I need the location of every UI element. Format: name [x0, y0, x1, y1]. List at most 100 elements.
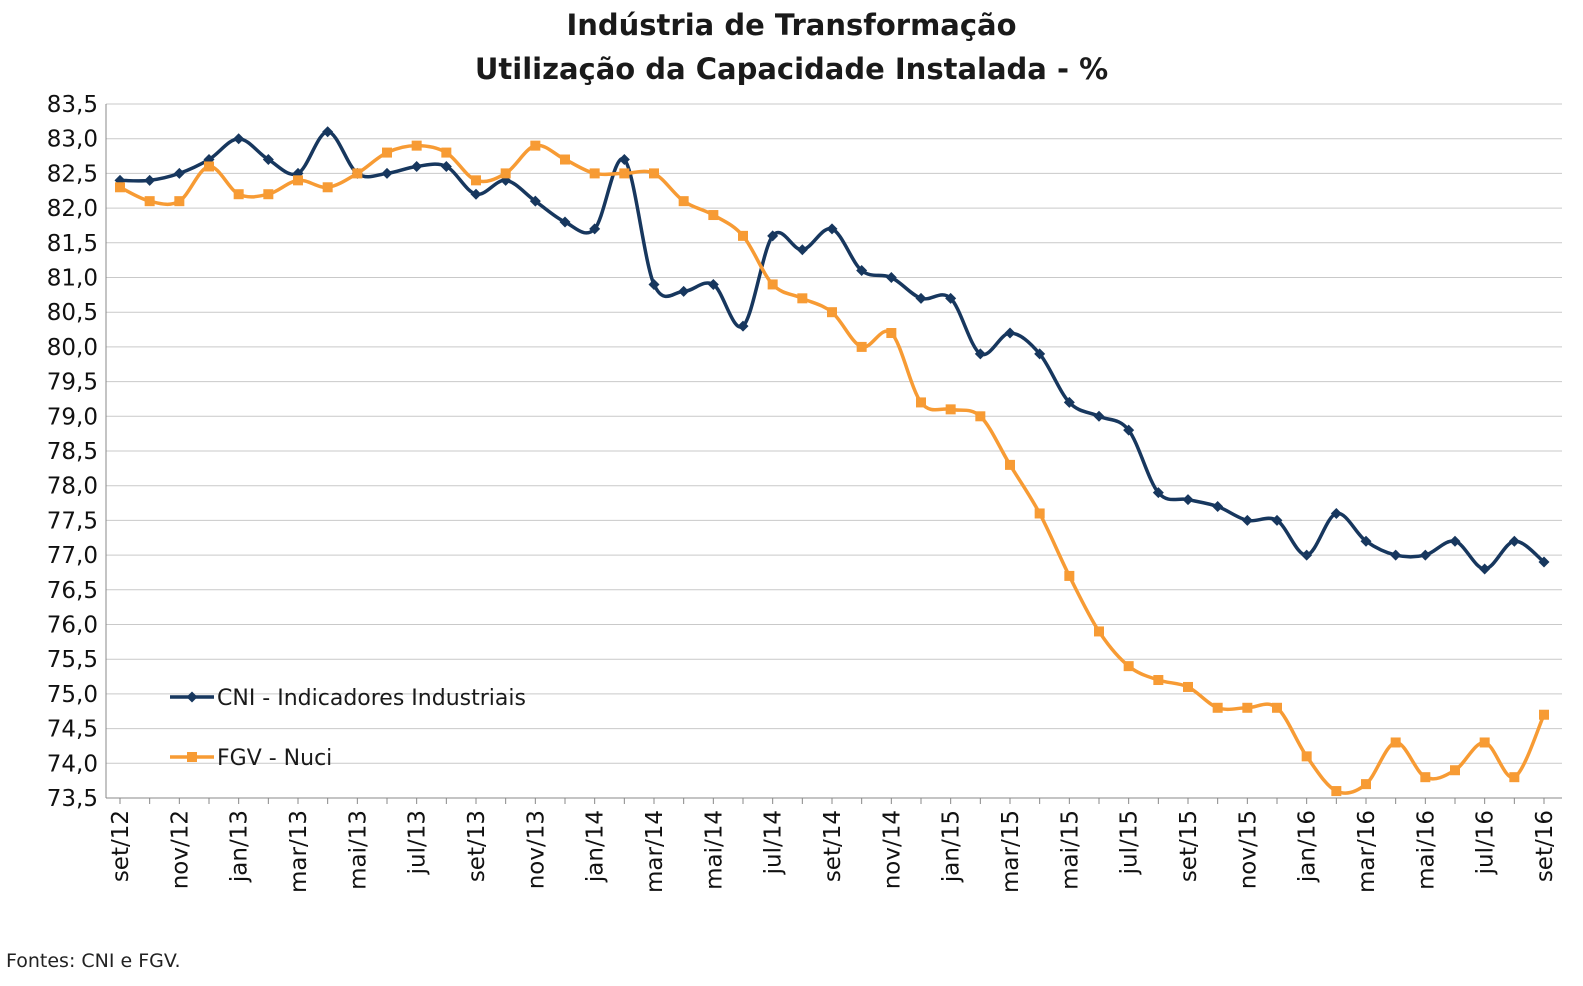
data-point-cni: [1508, 535, 1520, 547]
data-point-cni: [1034, 348, 1046, 360]
data-point-cni: [1093, 410, 1105, 422]
data-point-fgv: [1183, 681, 1193, 692]
x-tick-label: jul/15: [1117, 810, 1143, 875]
x-tick-label: nov/13: [523, 810, 549, 889]
data-point-cni: [885, 272, 897, 283]
data-point-cni: [144, 174, 156, 186]
data-point-cni: [1390, 549, 1402, 561]
data-point-cni: [1449, 535, 1461, 547]
y-tick-label: 79,5: [47, 370, 98, 396]
data-point-cni: [767, 230, 779, 242]
data-point-cni: [1212, 501, 1224, 513]
y-tick-label: 73,5: [47, 786, 98, 812]
y-tick-label: 81,5: [47, 231, 98, 257]
data-point-fgv: [115, 182, 125, 193]
x-tick-label: jan/16: [1295, 810, 1321, 883]
x-tick-label: nov/15: [1235, 810, 1261, 889]
data-point-cni: [1419, 549, 1431, 561]
data-point-fgv: [144, 196, 155, 207]
data-point-fgv: [619, 168, 630, 179]
data-point-cni: [707, 278, 719, 290]
y-tick-label: 74,0: [47, 751, 98, 777]
y-tick-label: 80,5: [47, 300, 98, 326]
series-lines: [114, 126, 1550, 797]
legend-label-cni: CNI - Indicadores Industriais: [217, 686, 526, 711]
data-point-fgv: [678, 196, 689, 207]
x-tick-label: nov/14: [879, 810, 905, 889]
data-point-cni: [618, 154, 630, 166]
data-point-fgv: [293, 175, 303, 186]
x-tick-label: set/12: [108, 810, 134, 882]
y-tick-label: 74,5: [47, 717, 98, 743]
line-chart: 73,5 74,0 74,5 75,0 75,5 76,0 76,5 77,0 77,5 78,0…: [47, 92, 1562, 893]
data-point-cni: [322, 126, 334, 138]
x-tick-label: mai/13: [345, 810, 371, 890]
y-tick-label: 81,0: [47, 266, 98, 292]
data-point-cni: [1538, 556, 1550, 568]
data-point-cni: [945, 292, 957, 304]
data-point-cni: [648, 278, 660, 290]
data-point-cni: [1301, 549, 1313, 561]
data-point-fgv: [1509, 772, 1520, 783]
data-point-fgv: [1450, 765, 1460, 776]
legend-label-fgv: FGV - Nuci: [217, 746, 332, 771]
y-tick-label: 75,5: [47, 647, 98, 673]
data-point-cni: [737, 320, 749, 332]
data-point-fgv: [916, 397, 926, 408]
x-tick-label: set/15: [1176, 810, 1202, 882]
y-tick-label: 76,5: [47, 578, 98, 604]
data-point-cni: [1123, 424, 1135, 436]
x-tick-label: nov/12: [167, 810, 193, 889]
data-point-fgv: [886, 328, 897, 339]
grid-lines: [106, 103, 1562, 799]
y-tick-label: 82,0: [47, 196, 98, 222]
y-tick-label: 82,5: [47, 161, 98, 187]
data-point-fgv: [649, 168, 659, 179]
y-tick-label: 78,5: [47, 439, 98, 465]
data-point-cni: [1241, 514, 1253, 526]
x-tick-label: jul/13: [405, 810, 431, 875]
legend-marker-cni: [186, 691, 198, 703]
data-point-fgv: [589, 168, 600, 179]
data-point-fgv: [856, 341, 867, 352]
data-point-cni: [440, 160, 452, 172]
y-tick-label: 75,0: [47, 682, 98, 708]
x-axis-tick-labels: set/12 nov/12 jan/13 mar/13 mai/13 jul/13 set/…: [108, 810, 1558, 893]
x-tick-label: jul/16: [1473, 810, 1499, 875]
data-point-cni: [233, 133, 245, 145]
data-point-fgv: [1242, 702, 1253, 713]
data-point-cni: [678, 285, 690, 297]
data-point-fgv: [738, 230, 748, 241]
y-tick-label: 77,5: [47, 508, 98, 534]
axes: [105, 104, 1562, 804]
data-point-fgv: [233, 189, 244, 200]
data-point-fgv: [1212, 702, 1223, 713]
data-point-fgv: [500, 168, 511, 179]
data-point-fgv: [1064, 570, 1075, 581]
x-tick-label: set/14: [820, 810, 846, 882]
data-point-fgv: [1301, 751, 1312, 762]
data-point-fgv: [1123, 661, 1134, 672]
data-point-cni: [1360, 535, 1372, 547]
data-point-fgv: [382, 147, 392, 158]
source-note: Fontes: CNI e FGV.: [6, 950, 181, 972]
data-point-fgv: [827, 307, 837, 318]
chart-title: Indústria de Transformação: [566, 8, 1017, 42]
data-point-fgv: [1094, 626, 1104, 637]
data-point-cni: [1182, 494, 1194, 506]
data-point-fgv: [797, 293, 808, 304]
chart-subtitle: Utilização da Capacidade Instalada - %: [474, 52, 1109, 86]
data-point-fgv: [1331, 786, 1342, 797]
y-tick-label: 78,0: [47, 474, 98, 500]
data-point-cni: [470, 188, 482, 200]
y-tick-label: 77,0: [47, 543, 98, 569]
data-point-fgv: [1005, 459, 1015, 470]
data-point-cni: [1152, 487, 1164, 499]
data-point-fgv: [1539, 709, 1549, 720]
data-point-fgv: [411, 140, 422, 151]
x-tick-label: jan/13: [227, 810, 253, 883]
y-axis-tick-labels: 73,5 74,0 74,5 75,0 75,5 76,0 76,5 77,0 77,5 78,0…: [47, 92, 98, 812]
data-point-cni: [589, 223, 601, 235]
x-tick-label: jan/15: [939, 810, 965, 883]
data-point-cni: [411, 160, 423, 172]
